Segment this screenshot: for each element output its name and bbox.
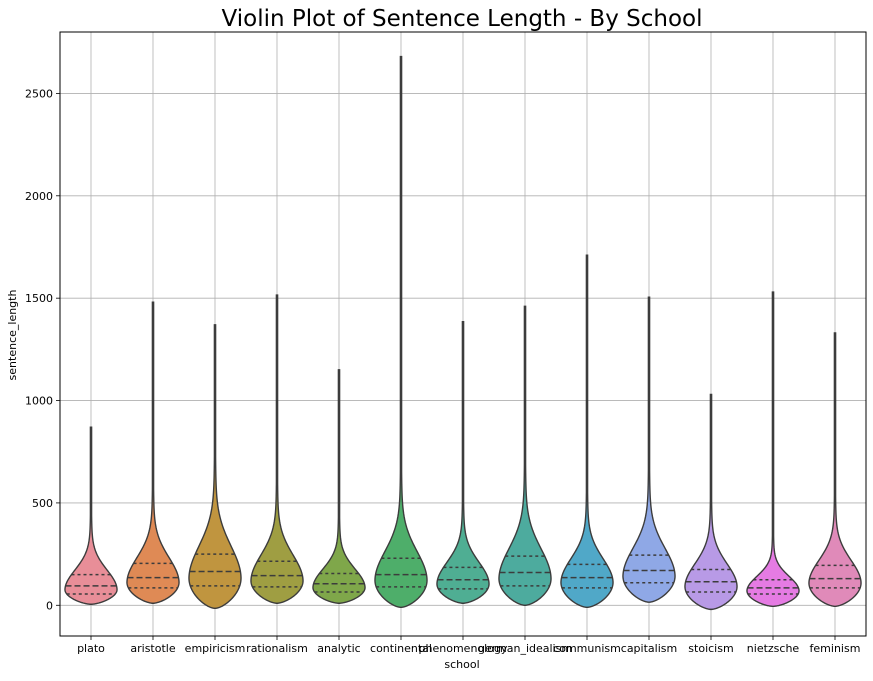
violin-phenomenology (436, 321, 490, 604)
violin-body (126, 301, 180, 604)
x-tick-label: nietzsche (747, 642, 800, 655)
x-tick-label: feminism (810, 642, 861, 655)
violin-aristotle (126, 301, 180, 604)
x-tick-label: analytic (317, 642, 360, 655)
violin-german_idealism (498, 305, 552, 606)
violin-body (64, 426, 118, 605)
y-tick-label: 1000 (25, 395, 53, 408)
chart-title: Violin Plot of Sentence Length - By Scho… (222, 6, 703, 32)
violin-body (312, 369, 366, 604)
violin-rationalism (250, 294, 304, 604)
violin-stoicism (684, 393, 738, 611)
violin-body (498, 305, 552, 606)
axis-layer: 0 500 1000 1500 2000 2500 plato aristotle empiri… (25, 31, 867, 655)
violin-nietzsche (746, 291, 800, 608)
violin-plato (64, 426, 118, 605)
x-tick-label: empiricism (185, 642, 246, 655)
x-axis-label: school (444, 658, 479, 671)
y-tick-label: 2000 (25, 190, 53, 203)
x-tick-label: plato (77, 642, 105, 655)
y-axis-label: sentence_length (6, 290, 19, 381)
violin-body (250, 294, 304, 604)
violin-body (746, 291, 800, 608)
violin-analytic (312, 369, 366, 604)
violin-body (436, 321, 490, 604)
x-tick-label: stoicism (688, 642, 733, 655)
violin-body (560, 254, 614, 609)
violin-capitalism (622, 296, 676, 603)
x-tick-label: rationalism (246, 642, 308, 655)
violin-body (808, 332, 862, 608)
x-tick-label: communism (553, 642, 621, 655)
violin-body (374, 55, 428, 609)
violin-body (684, 393, 738, 611)
x-tick-label: aristotle (130, 642, 175, 655)
y-tick-label: 500 (32, 497, 53, 510)
y-tick-label: 0 (46, 599, 53, 612)
x-tick-label: german_idealism (478, 642, 572, 655)
violin-feminism (808, 332, 862, 608)
violin-layer (64, 55, 862, 611)
plot-frame (59, 31, 867, 637)
x-tick-label: continental (370, 642, 432, 655)
x-tick-label: capitalism (621, 642, 677, 655)
violin-communism (560, 254, 614, 609)
violin-empiricism (188, 324, 242, 610)
violin-body (622, 296, 676, 603)
y-tick-label: 2500 (25, 87, 53, 100)
violin-continental (374, 55, 428, 609)
violin-body (188, 324, 242, 610)
x-tick-label: phenomenology (419, 642, 508, 655)
y-tick-label: 1500 (25, 292, 53, 305)
